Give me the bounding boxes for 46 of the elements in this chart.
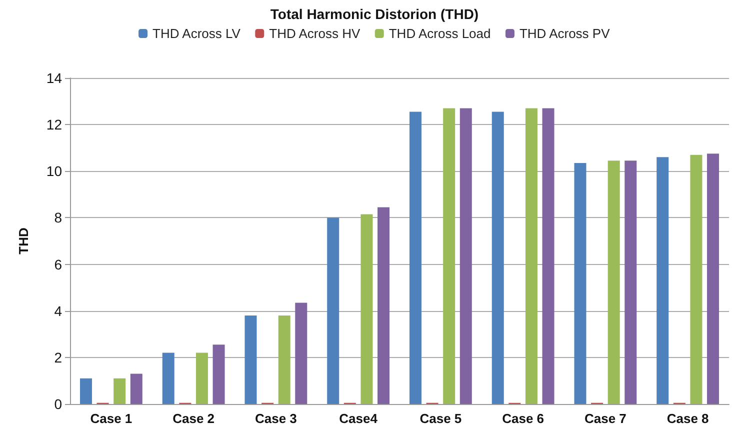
bar xyxy=(707,154,720,404)
bar xyxy=(244,316,257,404)
x-tick-label: Case 6 xyxy=(502,411,544,426)
legend-label: THD Across LV xyxy=(152,26,241,41)
bar xyxy=(690,154,702,404)
y-axis-title: THD xyxy=(16,228,31,254)
bar xyxy=(460,108,472,404)
bar xyxy=(278,316,290,404)
bar xyxy=(542,108,554,404)
bar xyxy=(360,214,373,404)
bar xyxy=(162,352,174,404)
bar xyxy=(80,378,92,404)
y-tick-label: 10 xyxy=(46,163,62,180)
y-tick-label: 14 xyxy=(46,70,62,86)
x-tick-label: Case 8 xyxy=(666,411,709,426)
bar xyxy=(574,162,586,404)
x-tick-label: Case 5 xyxy=(420,411,462,426)
bar xyxy=(608,160,620,404)
bar xyxy=(196,352,208,404)
bar xyxy=(656,157,669,404)
bar xyxy=(212,344,225,404)
y-tick-label: 6 xyxy=(54,256,62,272)
bar xyxy=(378,207,390,404)
x-tick-label: Case 3 xyxy=(254,411,297,426)
legend-label: THD Across HV xyxy=(269,26,360,41)
x-tick-label: Case 2 xyxy=(172,411,215,426)
y-tick-label: 2 xyxy=(54,349,62,366)
y-tick-label: 8 xyxy=(54,210,62,226)
bar xyxy=(327,218,340,404)
y-tick-label: 0 xyxy=(54,396,62,412)
bar xyxy=(130,374,142,404)
legend-label: THD Across PV xyxy=(519,26,610,41)
y-tick-label: 12 xyxy=(46,116,62,133)
x-tick-label: Case 1 xyxy=(90,411,132,426)
bar xyxy=(492,112,504,404)
legend-label: THD Across Load xyxy=(388,26,491,41)
bar xyxy=(525,108,538,404)
bar xyxy=(443,108,456,404)
x-tick-label: Case4 xyxy=(339,411,378,426)
bar xyxy=(624,160,637,404)
y-tick-label: 4 xyxy=(54,302,62,319)
x-tick-label: Case 7 xyxy=(584,411,626,426)
bar xyxy=(114,378,126,404)
chart-title: Total Harmonic Distorion (THD) xyxy=(270,6,479,22)
bar xyxy=(409,112,422,404)
bar xyxy=(295,302,308,404)
